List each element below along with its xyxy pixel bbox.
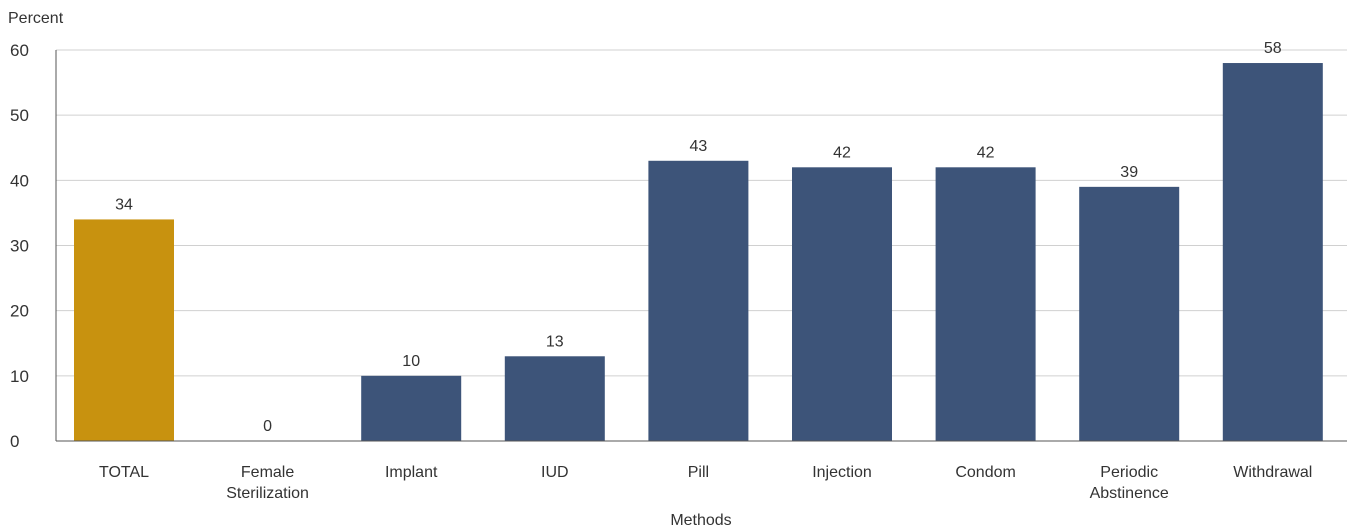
data-label: 34 [115,196,133,213]
x-tick-label: Pill [688,464,709,481]
bar [792,167,892,442]
bars [74,63,1323,442]
x-axis-title: Methods [670,512,731,529]
bar [1079,186,1180,441]
y-tick-labels: 0 10 20 30 40 50 60 [10,41,29,451]
data-label: 42 [833,144,851,161]
data-label: 10 [402,353,420,370]
data-label: 43 [690,138,708,155]
y-tick-label: 60 [10,41,29,60]
y-tick-label: 40 [10,171,29,190]
x-tick-label: Implant [385,464,438,481]
bar [361,375,462,441]
data-label: 13 [546,333,564,350]
bar [648,160,749,442]
data-label: 39 [1120,164,1138,181]
x-tick-label: Condom [955,464,1015,481]
x-tick-label: TOTAL [99,464,149,481]
y-tick-label: 10 [10,367,29,386]
category-labels: TOTAL Female Sterilization Implant IUD Pill In… [99,464,1312,502]
y-tick-label: 0 [10,432,19,451]
bar [504,356,605,441]
data-label: 0 [263,418,272,435]
data-label: 58 [1264,40,1282,57]
data-labels: 34 0 10 13 43 42 42 39 58 [115,40,1282,435]
x-tick-label: Withdrawal [1233,464,1312,481]
bar [74,219,174,441]
y-axis-title: Percent [8,10,64,27]
bar [1222,63,1323,442]
bar [935,167,1036,442]
y-tick-label: 30 [10,237,29,256]
data-label: 42 [977,144,995,161]
y-tick-label: 50 [10,106,29,125]
x-tick-label: Female Sterilization [226,464,309,502]
x-tick-label: Injection [812,464,872,481]
x-tick-label: IUD [541,464,569,481]
y-tick-label: 20 [10,302,29,321]
x-tick-label: Periodic Abstinence [1090,464,1169,502]
